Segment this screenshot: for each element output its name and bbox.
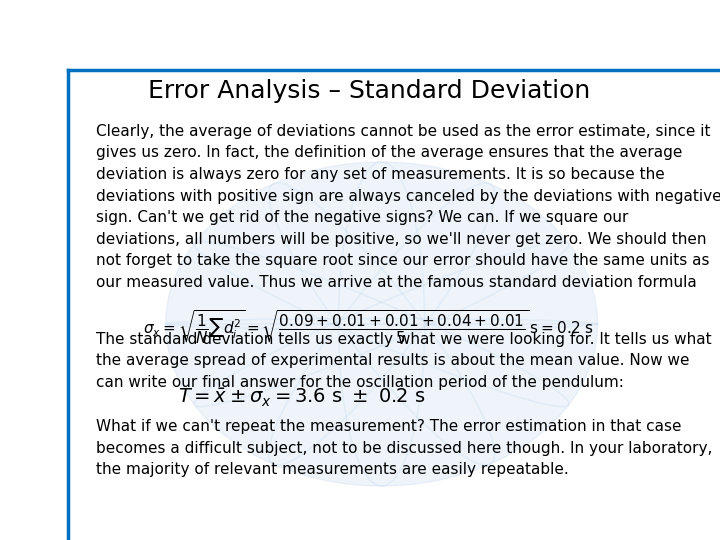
Text: What if we can't repeat the measurement? The error estimation in that case
becom: What if we can't repeat the measurement?…	[96, 419, 712, 477]
Text: The standard deviation tells us exactly what we were looking for. It tells us wh: The standard deviation tells us exactly …	[96, 332, 711, 390]
Text: Clearly, the average of deviations cannot be used as the error estimate, since i: Clearly, the average of deviations canno…	[96, 124, 720, 290]
Text: $T = \bar{x} \pm \sigma_x = 3.6\ \mathrm{s}\ \pm\ 0.2\ \mathrm{s}$: $T = \bar{x} \pm \sigma_x = 3.6\ \mathrm…	[178, 387, 426, 409]
Text: $\sigma_x = \sqrt{\dfrac{1}{N}\sum d_i^2} = \sqrt{\dfrac{0.09+0.01+0.01+0.04+0.0: $\sigma_x = \sqrt{\dfrac{1}{N}\sum d_i^2…	[143, 308, 595, 346]
Text: Error Analysis – Standard Deviation: Error Analysis – Standard Deviation	[148, 79, 590, 103]
